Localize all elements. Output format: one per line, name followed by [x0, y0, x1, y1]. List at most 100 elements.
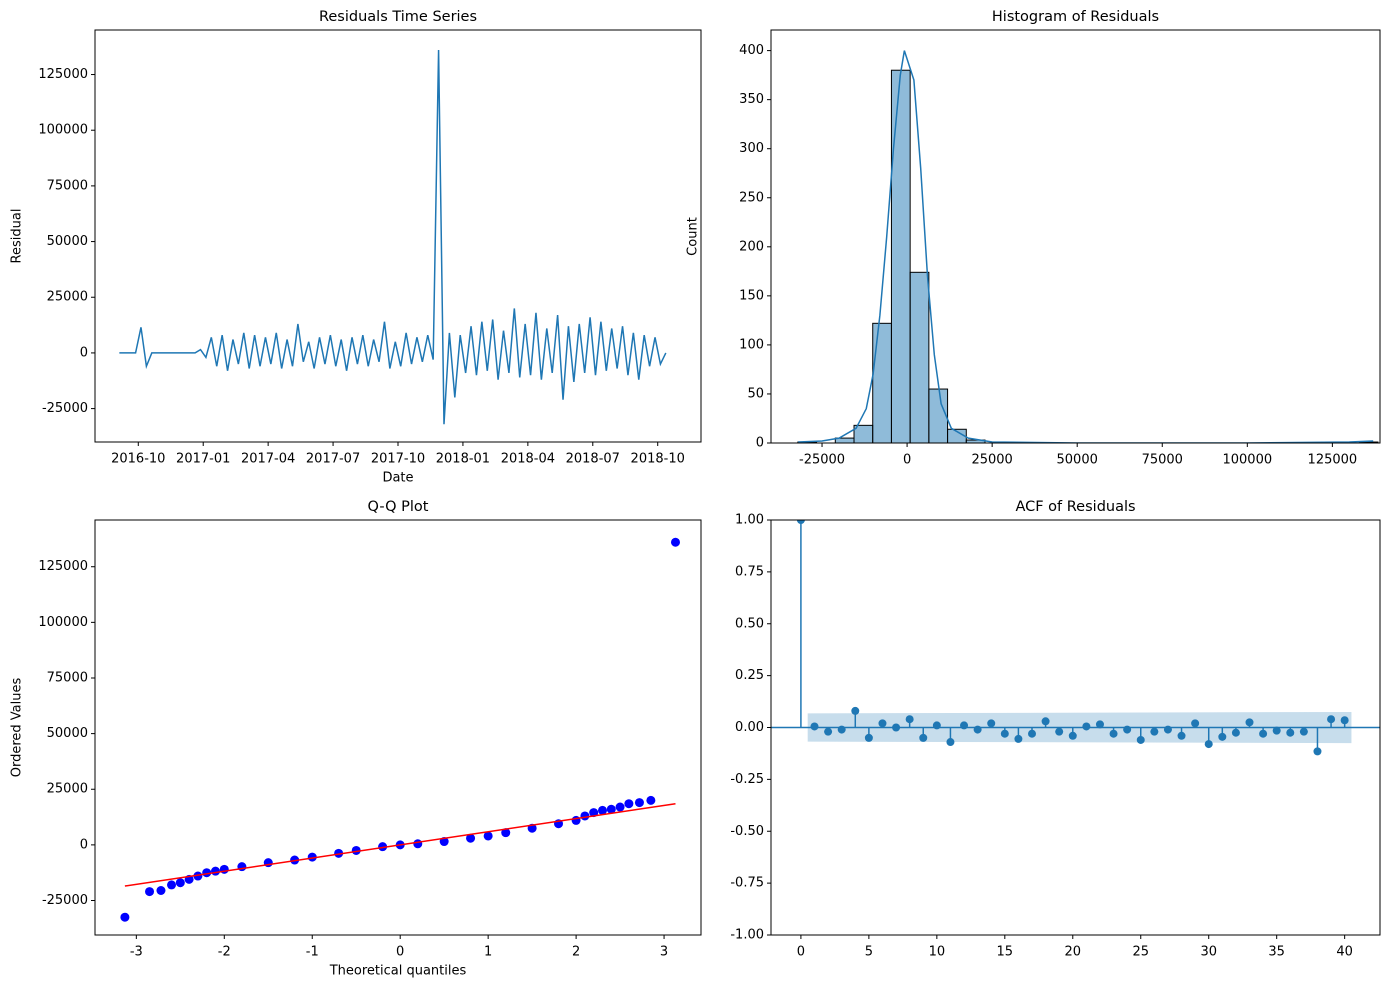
y-tick-label: 100	[739, 337, 764, 352]
point	[606, 804, 616, 814]
axes-frame	[770, 519, 1381, 936]
y-axis-label: Count	[686, 217, 701, 256]
panel-title: ACF of Residuals	[1015, 499, 1135, 515]
y-axis-label: Ordered Values	[10, 678, 25, 778]
point	[156, 885, 166, 895]
stem-marker	[1163, 725, 1172, 734]
axes-frame	[770, 29, 1381, 444]
x-tick-label: 2018-04	[501, 452, 555, 467]
stem-marker	[905, 715, 914, 724]
y-tick-label: 50000	[47, 726, 88, 741]
point	[351, 845, 361, 855]
point	[378, 842, 388, 852]
point	[175, 878, 185, 888]
x-tick-label: 15	[997, 945, 1014, 960]
y-axis-label: Residual	[10, 209, 25, 264]
x-tick-label: 5	[865, 945, 873, 960]
stem-marker	[1231, 728, 1240, 737]
x-tick-label: 20	[1065, 945, 1082, 960]
point	[219, 864, 229, 874]
fit-line	[124, 802, 676, 887]
panel: Q-Q Plot Theoretical quantiles Ordered Val…	[10, 499, 702, 979]
stem-marker	[1177, 731, 1186, 740]
y-tick-label: 300	[739, 141, 764, 156]
y-tick-label: 100000	[38, 615, 88, 630]
y-tick-label: -25000	[42, 893, 88, 908]
x-tick-label: 2017-04	[241, 452, 295, 467]
point	[483, 831, 493, 841]
x-tick-label: -1	[306, 945, 319, 960]
y-tick-label: 0	[80, 345, 88, 360]
point	[571, 815, 581, 825]
stem-marker	[987, 719, 996, 728]
y-tick-label: 150	[739, 288, 764, 303]
y-tick-label: -1.00	[730, 928, 764, 943]
stem-marker	[1000, 729, 1009, 738]
x-tick-label: 75000	[1142, 453, 1183, 468]
x-tick-label: 1	[484, 945, 492, 960]
x-tick-label: 0	[797, 945, 805, 960]
x-tick-label: 25	[1132, 945, 1149, 960]
stem-marker	[1286, 728, 1295, 737]
stem-marker	[1259, 729, 1268, 738]
x-tick-label: 0	[396, 945, 404, 960]
x-axis-label: Date	[382, 471, 413, 486]
point	[466, 833, 476, 843]
point	[210, 866, 220, 876]
y-tick-label: 100000	[38, 123, 88, 138]
y-tick-label: 250	[739, 190, 764, 205]
y-tick-label: 0	[756, 436, 764, 451]
y-tick-label: 25000	[47, 290, 88, 305]
x-tick-label: 2018-10	[631, 452, 685, 467]
stem-marker	[946, 738, 955, 747]
y-tick-label: -0.75	[730, 876, 764, 891]
bar	[872, 322, 892, 443]
point	[580, 811, 590, 821]
x-tick-label: -2	[218, 945, 231, 960]
point	[237, 862, 247, 872]
panel: ACF of Residuals -1.00 -0.75 -0.50 -0.25 0.00…	[730, 499, 1381, 960]
point	[501, 828, 511, 838]
stem-marker	[1340, 716, 1349, 725]
x-tick-label: 40	[1336, 945, 1353, 960]
stem-marker	[824, 727, 833, 736]
stem-marker	[1313, 747, 1322, 756]
axes-frame	[94, 29, 702, 443]
x-tick-label: 100000	[1222, 453, 1272, 468]
stem-marker	[1150, 727, 1159, 736]
y-tick-label: -0.50	[730, 824, 764, 839]
stem-marker	[851, 706, 860, 715]
stem-marker	[1123, 725, 1132, 734]
stem-marker	[864, 733, 873, 742]
x-tick-label: 30	[1200, 945, 1217, 960]
y-tick-label: 0	[80, 837, 88, 852]
plot-area	[119, 50, 667, 425]
x-tick-label: 25000	[971, 453, 1012, 468]
kde-curve	[798, 50, 1374, 443]
point	[202, 868, 212, 878]
point	[413, 839, 423, 849]
stem-marker	[973, 725, 982, 734]
y-tick-label: 400	[739, 43, 764, 58]
x-tick-label: 2018-07	[566, 452, 620, 467]
panel-title: Q-Q Plot	[368, 499, 429, 515]
x-tick-label: 2018-01	[436, 452, 490, 467]
x-tick-label: 2	[572, 945, 580, 960]
stem-marker	[1068, 731, 1077, 740]
stem-marker	[1245, 718, 1254, 727]
stem-marker	[1136, 735, 1145, 744]
y-tick-label: 0.75	[735, 564, 764, 579]
stem-marker	[960, 721, 969, 730]
stem-marker	[796, 520, 805, 524]
y-tick-label: 75000	[47, 670, 88, 685]
y-tick-label: 1.00	[735, 513, 764, 528]
bar	[909, 271, 930, 443]
x-tick-label: 3	[660, 945, 668, 960]
stem-marker	[1095, 720, 1104, 729]
x-tick-label: 35	[1268, 945, 1285, 960]
x-tick-label: 0	[903, 453, 911, 468]
axes-frame	[94, 519, 702, 936]
stem-marker	[1041, 717, 1050, 726]
stem-marker	[810, 722, 819, 731]
plot-area	[797, 50, 1379, 443]
